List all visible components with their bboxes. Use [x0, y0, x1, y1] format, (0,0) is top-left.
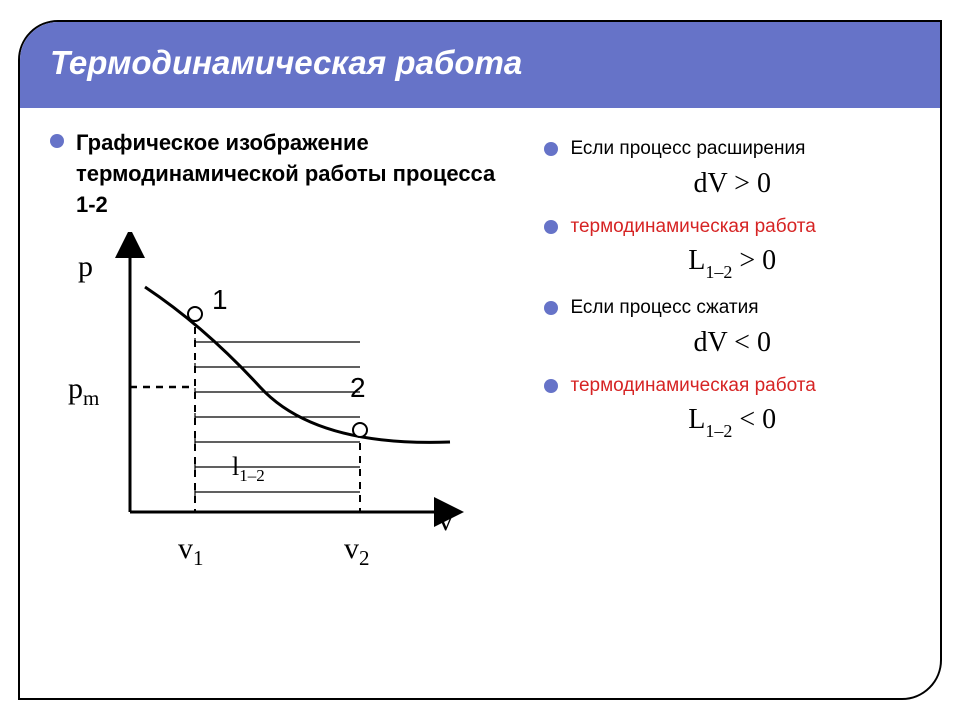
- formula: dV < 0: [544, 327, 920, 359]
- point-2-label: 2: [350, 372, 366, 404]
- axis-label-v: v: [438, 504, 453, 538]
- pv-chart: p pm v v1 v2 1 2 l1–2: [50, 232, 480, 562]
- formula: L1–2 < 0: [544, 404, 920, 440]
- bullet-icon: [544, 142, 558, 156]
- right-bullet-row: термодинамическая работа: [544, 214, 920, 240]
- content-area: Графическое изображение термодинамическо…: [20, 108, 940, 572]
- slide-frame: Термодинамическая работа Графическое изо…: [18, 20, 942, 700]
- bullet-icon: [544, 220, 558, 234]
- right-bullet-row: Если процесс сжатия: [544, 295, 920, 321]
- right-bullet-row: Если процесс расширения: [544, 136, 920, 162]
- right-text: термодинамическая работа: [570, 373, 815, 399]
- right-text: Если процесс сжатия: [570, 295, 758, 321]
- left-heading-row: Графическое изображение термодинамическо…: [50, 128, 514, 220]
- right-text: термодинамическая работа: [570, 214, 815, 240]
- axis-label-p: p: [78, 250, 93, 284]
- left-column: Графическое изображение термодинамическо…: [50, 128, 514, 562]
- work-label-l12: l1–2: [232, 452, 265, 486]
- right-column: Если процесс расширения dV > 0 термодинами…: [544, 128, 920, 562]
- bullet-icon: [50, 134, 64, 148]
- bullet-icon: [544, 379, 558, 393]
- bullet-icon: [544, 301, 558, 315]
- title-bar: Термодинамическая работа: [20, 22, 940, 108]
- formula: dV > 0: [544, 168, 920, 200]
- axis-label-pm: pm: [68, 372, 99, 411]
- axis-label-v1: v1: [178, 532, 204, 571]
- axis-label-v2: v2: [344, 532, 370, 571]
- right-text: Если процесс расширения: [570, 136, 805, 162]
- left-heading: Графическое изображение термодинамическо…: [76, 128, 514, 220]
- right-bullet-row: термодинамическая работа: [544, 373, 920, 399]
- slide-title: Термодинамическая работа: [50, 44, 522, 81]
- chart-svg: [50, 232, 480, 562]
- formula: L1–2 > 0: [544, 245, 920, 281]
- point-1-label: 1: [212, 284, 228, 316]
